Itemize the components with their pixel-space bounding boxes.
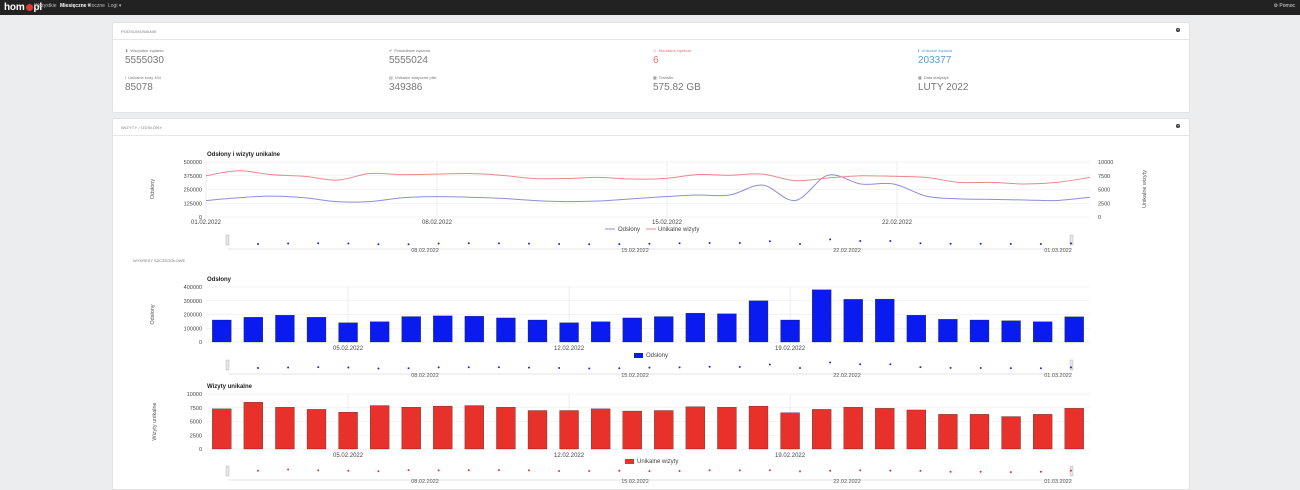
nav-item-all[interactable]: Wszystkie	[34, 3, 57, 9]
stat-value: 349386	[389, 82, 423, 93]
stat-label: Unikalne żądania	[921, 48, 953, 53]
visits-panel-header: WIZYTY / ODSŁONY ?	[113, 119, 1189, 136]
stat-label: Unikalne kody 404	[128, 75, 162, 80]
stat-card: ✔ Prawidłowe żądania 5555024	[389, 48, 629, 66]
stat-value: LUTY 2022	[918, 82, 969, 93]
nav-item-yearly[interactable]: Roczne	[88, 3, 105, 9]
check-icon: ✔	[389, 48, 393, 53]
stat-label-row: ✔ Prawidłowe żądania	[389, 48, 629, 53]
stat-value: 203377	[918, 55, 952, 66]
warning-icon: ⚠	[653, 48, 657, 53]
stat-value: 85078	[125, 82, 153, 93]
stat-card: ▤ Unikalne statyczne pliki 349386	[389, 75, 629, 93]
info-icon: ℹ	[918, 48, 920, 53]
details-section-label: WYKRESY SZCZEGÓŁOWE	[133, 258, 186, 263]
stat-card: ⚠ Nieudane żądania 6	[653, 48, 893, 66]
top-navbar: hom pl Wszystkie Miesięczne ▾ Roczne Log…	[0, 0, 1300, 15]
stat-card: ℹ Unikalne żądania 203377	[918, 48, 1158, 66]
summary-panel-header: PODSUMOWANIE ?	[113, 23, 1189, 40]
stat-value: 575.82 GB	[653, 82, 701, 93]
file-icon: ▤	[389, 75, 393, 80]
stat-label: Wszystkie żądania	[130, 48, 164, 53]
stat-label-row: ▦ Data statystyk	[918, 75, 1158, 80]
stat-label: Prawidłowe żądania	[394, 48, 430, 53]
stat-card: ! Unikalne kody 404 85078	[125, 75, 365, 93]
stat-card: ⬇ Wszystkie żądania 5555030	[125, 48, 365, 66]
stat-value: 5555024	[389, 55, 428, 66]
stat-label-row: ▦ Transfer	[653, 75, 893, 80]
visits-panel: WIZYTY / ODSŁONY ? WYKRESY SZCZEGÓŁOWE	[112, 118, 1190, 490]
help-icon[interactable]: ?	[1176, 124, 1180, 128]
summary-title: PODSUMOWANIE	[121, 29, 158, 34]
chart-icon: ▦	[653, 75, 657, 80]
stat-card: ▦ Transfer 575.82 GB	[653, 75, 893, 93]
brand-dot-icon	[25, 3, 33, 11]
exclamation-icon: !	[125, 75, 127, 80]
stat-label: Transfer	[658, 75, 674, 80]
summary-panel: PODSUMOWANIE ? ⬇ Wszystkie żądania 5555030…	[112, 22, 1190, 113]
calendar-icon: ▦	[918, 75, 922, 80]
download-icon: ⬇	[125, 48, 129, 53]
stat-label: Data statystyk	[923, 75, 949, 80]
stat-card: ▦ Data statystyk LUTY 2022	[918, 75, 1158, 93]
stat-label-row: ⬇ Wszystkie żądania	[125, 48, 365, 53]
stat-label-row: ▤ Unikalne statyczne pliki	[389, 75, 629, 80]
stat-value: 5555030	[125, 55, 164, 66]
stat-value: 6	[653, 55, 659, 66]
brand-logo[interactable]: hom pl	[4, 1, 42, 13]
brand-text-right: pl	[33, 1, 43, 13]
nav-item-monthly[interactable]: Miesięczne ▾	[60, 3, 91, 9]
help-icon[interactable]: ?	[1176, 28, 1180, 32]
visits-title: WIZYTY / ODSŁONY	[121, 125, 163, 130]
stat-label-row: ⚠ Nieudane żądania	[653, 48, 893, 53]
stat-label: Nieudane żądania	[658, 48, 691, 53]
nav-item-logs[interactable]: Logi ▾	[108, 3, 122, 9]
stat-label-row: ! Unikalne kody 404	[125, 75, 365, 80]
stat-label-row: ℹ Unikalne żądania	[918, 48, 1158, 53]
brand-text-left: hom	[4, 1, 25, 13]
help-menu-link[interactable]: ⚙ Pomoc	[1273, 3, 1295, 9]
stat-label: Unikalne statyczne pliki	[394, 75, 437, 80]
